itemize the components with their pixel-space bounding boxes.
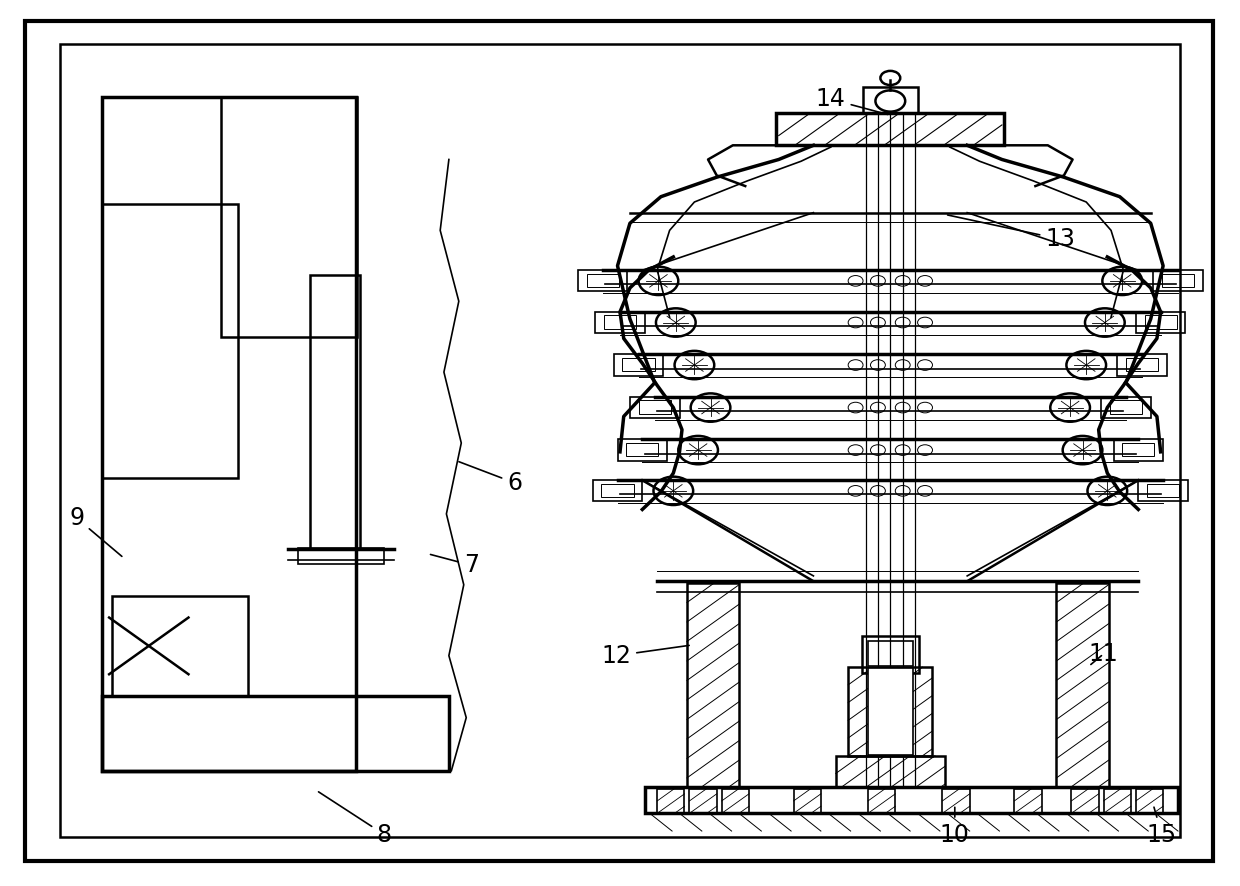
Bar	[1071, 789, 1099, 813]
Bar	[298, 548, 384, 564]
Bar	[848, 667, 932, 756]
Bar	[1056, 583, 1109, 787]
Bar	[1114, 439, 1163, 461]
Bar	[776, 113, 1004, 145]
Bar	[587, 274, 619, 287]
Text: 7: 7	[430, 553, 479, 578]
Bar	[1147, 484, 1179, 497]
Bar	[578, 270, 627, 291]
Text: 13: 13	[947, 215, 1075, 252]
Bar	[1101, 397, 1151, 418]
Bar	[689, 789, 717, 813]
Bar	[722, 789, 749, 813]
Bar	[1136, 312, 1185, 333]
Bar	[645, 787, 1178, 813]
Bar	[1153, 270, 1203, 291]
Bar	[1138, 480, 1188, 501]
Text: 9: 9	[69, 506, 122, 556]
Bar	[604, 315, 636, 329]
Bar	[626, 443, 658, 456]
Bar	[102, 204, 238, 478]
Bar	[657, 789, 684, 813]
Bar	[622, 358, 655, 371]
Text: 15: 15	[1147, 807, 1177, 847]
Bar	[1145, 315, 1177, 329]
Bar	[868, 789, 895, 813]
Bar	[614, 354, 663, 376]
Text: 14: 14	[816, 87, 888, 114]
Bar	[221, 97, 357, 337]
Bar	[1014, 789, 1042, 813]
Bar	[1110, 400, 1142, 414]
Bar	[112, 596, 248, 696]
Bar	[862, 636, 919, 673]
Bar	[639, 400, 671, 414]
Bar	[60, 44, 1180, 837]
Bar	[593, 480, 642, 501]
Bar	[863, 87, 918, 113]
Bar	[1122, 443, 1154, 456]
Bar	[595, 312, 645, 333]
Bar	[102, 696, 449, 771]
Text: 12: 12	[601, 643, 689, 668]
Bar	[1117, 354, 1167, 376]
Bar	[630, 397, 680, 418]
Bar	[601, 484, 634, 497]
Text: 6: 6	[459, 462, 522, 495]
Bar	[1126, 358, 1158, 371]
Bar	[687, 583, 739, 787]
Text: 8: 8	[319, 792, 392, 847]
Bar	[1162, 274, 1194, 287]
Bar	[102, 97, 356, 771]
Bar	[618, 439, 667, 461]
Text: 10: 10	[940, 807, 970, 847]
Bar	[836, 756, 945, 787]
Bar	[868, 668, 913, 755]
Bar	[868, 641, 913, 666]
Bar	[794, 789, 821, 813]
Bar	[1104, 789, 1131, 813]
Bar	[1136, 789, 1163, 813]
Bar	[310, 275, 360, 549]
Text: 11: 11	[1089, 641, 1118, 666]
Bar	[942, 789, 970, 813]
